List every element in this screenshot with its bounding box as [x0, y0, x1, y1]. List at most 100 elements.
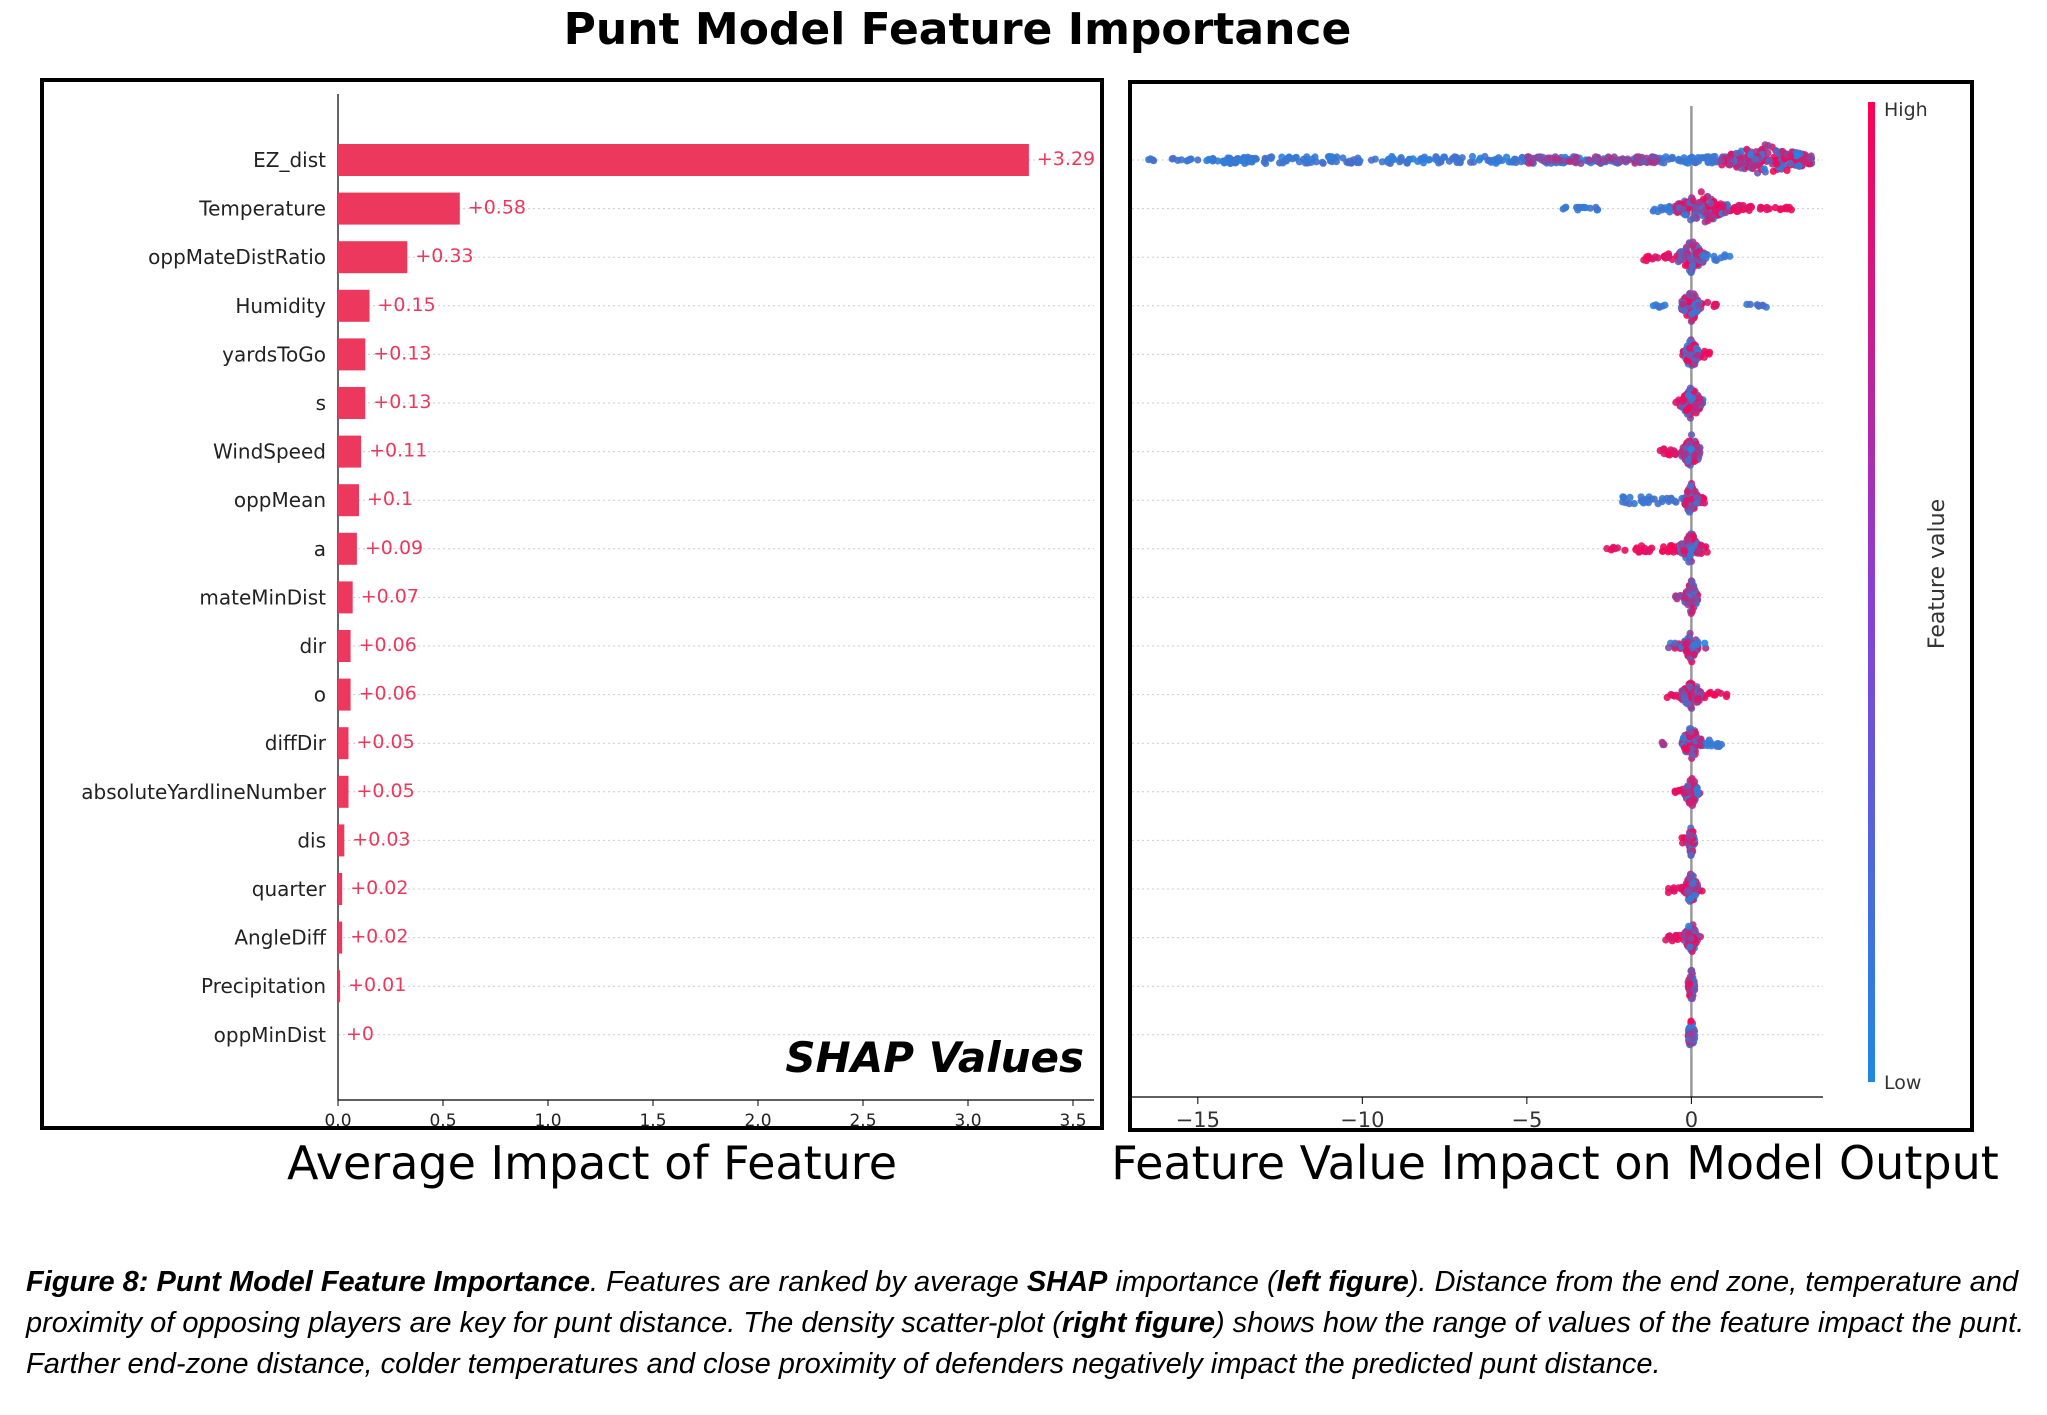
- bar: [338, 144, 1029, 176]
- scatter-point: [1742, 204, 1750, 213]
- scatter-point: [1763, 206, 1771, 214]
- scatter-point: [1687, 934, 1695, 943]
- scatter-point: [1592, 203, 1600, 211]
- value-label: +0.15: [378, 294, 436, 316]
- x-tick-label: 0.0: [324, 1111, 351, 1126]
- bar: [338, 484, 359, 517]
- scatter-point: [1688, 995, 1696, 1003]
- scatter-point: [1721, 251, 1729, 259]
- scatter-point: [1670, 884, 1678, 892]
- scatter-point: [1684, 782, 1692, 790]
- scatter-point: [1688, 262, 1696, 270]
- value-label: +0.02: [350, 926, 408, 948]
- scatter-point: [1603, 545, 1611, 553]
- bar: [338, 241, 408, 274]
- category-label: mateMinDist: [199, 585, 326, 609]
- scatter-point: [1690, 451, 1699, 459]
- scatter-point: [1671, 450, 1679, 458]
- scatter-point: [1765, 156, 1773, 165]
- scatter-point: [1687, 967, 1695, 975]
- value-label: +0.07: [361, 585, 419, 607]
- scatter-point: [1620, 493, 1628, 502]
- scatter-point: [1681, 594, 1689, 602]
- scatter-point: [1536, 153, 1544, 161]
- beeswarm-row: [1619, 479, 1709, 516]
- scatter-point: [1688, 880, 1697, 888]
- scatter-point: [1681, 261, 1689, 270]
- scatter-point: [1367, 156, 1376, 164]
- beeswarm-row: [1678, 824, 1699, 860]
- beeswarm-row: [1664, 870, 1706, 905]
- scatter-point: [1686, 943, 1694, 951]
- bar-chart: EZ_dist +3.29 Temperature +0.58 oppMateDistR…: [81, 94, 1095, 1131]
- scatter-point: [1693, 493, 1701, 501]
- beeswarm-row: [1603, 530, 1711, 566]
- category-label: oppMateDistRatio: [148, 245, 326, 269]
- colorbar-low-label: Low: [1884, 1072, 1921, 1094]
- value-label: +0.11: [369, 440, 427, 462]
- scatter-point: [1687, 269, 1695, 277]
- scatter-point: [1683, 887, 1691, 896]
- beeswarm-row: [1559, 188, 1795, 226]
- scatter-point: [1169, 154, 1177, 163]
- scatter-point: [1705, 350, 1713, 358]
- category-label: oppMinDist: [214, 1023, 326, 1047]
- scatter-point: [1686, 344, 1694, 352]
- category-label: yardsToGo: [222, 342, 326, 366]
- category-label: dir: [300, 634, 327, 658]
- scatter-point: [1694, 790, 1702, 798]
- scatter-point: [1684, 587, 1692, 595]
- scatter-point: [1795, 162, 1803, 170]
- scatter-point: [1674, 935, 1682, 944]
- scatter-point: [1689, 196, 1697, 204]
- scatter-point: [1663, 693, 1671, 702]
- x-tick-label: 3.0: [954, 1111, 981, 1126]
- x-tick-label: −5: [1511, 1108, 1542, 1128]
- beeswarm-chart: −15 −10 −5 0 High Low Feature value: [1132, 99, 1950, 1132]
- scatter-point: [1688, 597, 1696, 605]
- beeswarm-row: [1662, 921, 1704, 956]
- scatter-point: [1695, 394, 1703, 402]
- scatter-point: [1726, 161, 1734, 169]
- scatter-point: [1512, 158, 1520, 167]
- value-label: +0.03: [352, 828, 410, 850]
- scatter-point: [1690, 584, 1698, 592]
- scatter-point: [1445, 157, 1453, 165]
- bar: [338, 338, 366, 371]
- scatter-point: [1220, 157, 1228, 165]
- scatter-point: [1651, 205, 1659, 213]
- bar: [338, 581, 353, 614]
- category-label: AngleDiff: [234, 926, 327, 950]
- scatter-point: [1177, 156, 1185, 164]
- scatter-point: [1711, 256, 1719, 264]
- scatter-point: [1666, 932, 1674, 941]
- scatter-point: [1680, 307, 1688, 315]
- scatter-point: [1666, 496, 1674, 504]
- scatter-point: [1303, 156, 1311, 164]
- scatter-point: [1751, 155, 1759, 163]
- category-label: quarter: [252, 877, 327, 901]
- scatter-point: [1649, 153, 1657, 161]
- x-tick-label: 1.0: [534, 1111, 561, 1126]
- scatter-point: [1700, 253, 1708, 261]
- bar: [338, 921, 343, 954]
- scatter-point: [1690, 641, 1698, 649]
- category-label: Temperature: [198, 197, 326, 221]
- scatter-point: [1746, 300, 1754, 308]
- scatter-point: [1687, 291, 1695, 299]
- scatter-point: [1643, 253, 1651, 261]
- beeswarm-row: [1671, 775, 1704, 810]
- bar: [338, 873, 343, 905]
- scatter-point: [1687, 431, 1696, 439]
- scatter-point: [1683, 648, 1691, 657]
- scatter-point: [1654, 500, 1662, 508]
- scatter-point: [1691, 406, 1699, 414]
- scatter-point: [1786, 159, 1794, 167]
- scatter-point: [1630, 500, 1638, 508]
- scatter-point: [1573, 203, 1581, 211]
- scatter-point: [1686, 799, 1694, 807]
- value-label: +0.01: [348, 974, 406, 996]
- scatter-point: [1671, 639, 1679, 647]
- scatter-point: [1675, 786, 1683, 794]
- scatter-point: [1685, 558, 1693, 566]
